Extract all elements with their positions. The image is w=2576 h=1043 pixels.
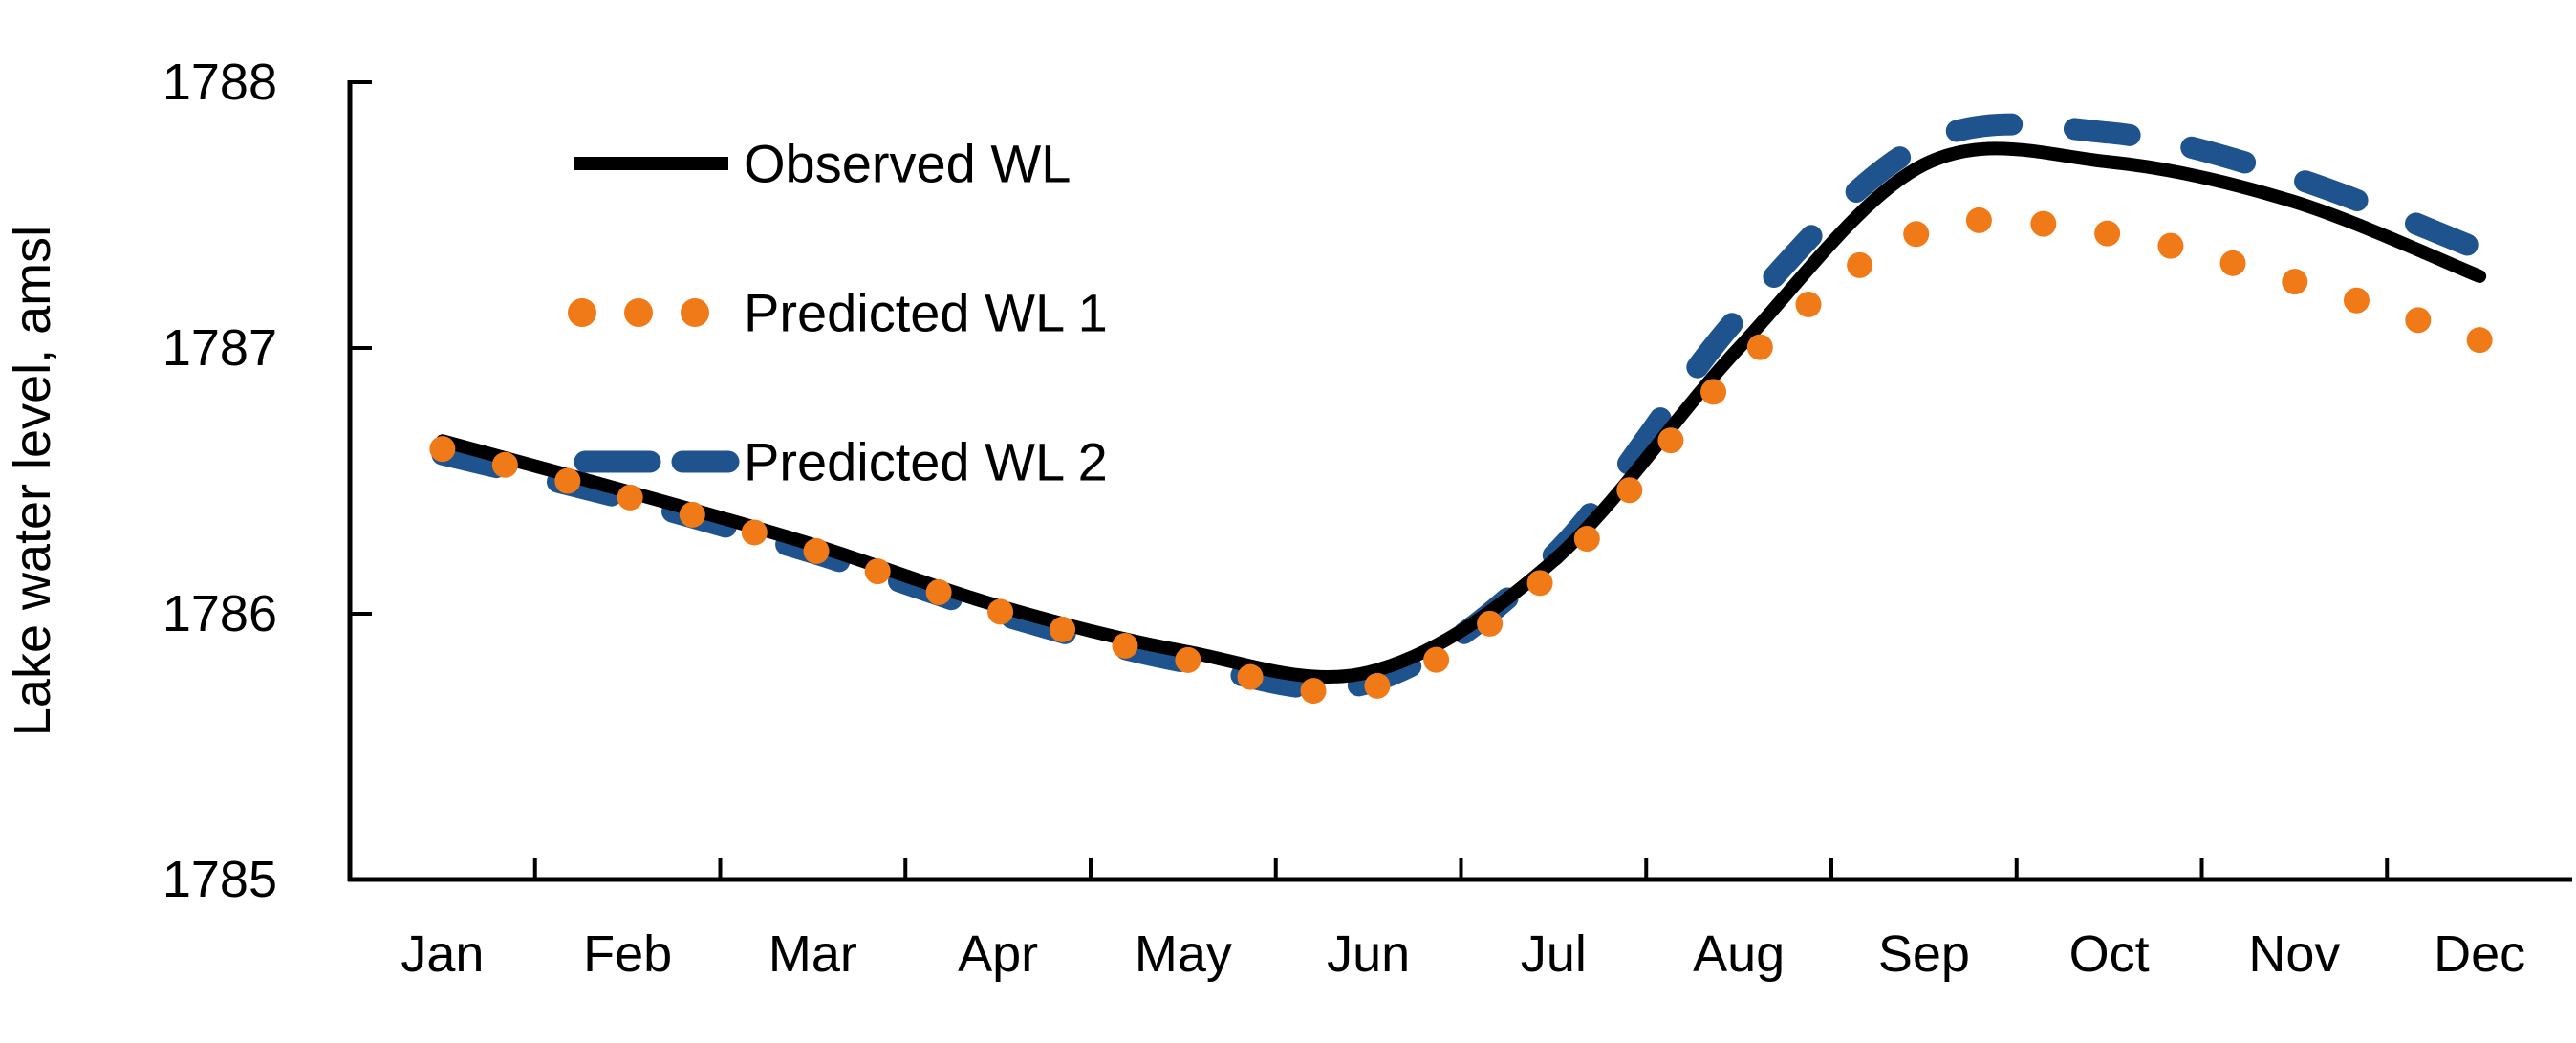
y-tick-label: 1788	[162, 54, 277, 111]
data-point-dot	[2219, 250, 2246, 276]
data-point-dot	[1112, 632, 1138, 659]
x-tick-label: Jul	[1521, 925, 1587, 983]
x-tick-label: Aug	[1693, 925, 1785, 983]
data-point-dot	[1300, 678, 1327, 705]
data-point-dot	[491, 451, 518, 478]
data-point-dot	[987, 598, 1014, 625]
x-tick-label: Sep	[1878, 925, 1970, 983]
legend-label: Predicted WL 1	[744, 283, 1108, 343]
data-point-dot	[925, 579, 952, 606]
data-point-dot	[1050, 616, 1076, 642]
series-predicted-wl-2	[431, 113, 2491, 700]
data-point-dot	[1423, 646, 1450, 673]
x-tick-label: Apr	[958, 925, 1038, 983]
y-axis-title: Lake water level, amsl	[4, 226, 61, 736]
data-point-dot	[1657, 427, 1684, 454]
data-point-dot	[1965, 206, 1992, 233]
data-point-dot	[429, 436, 456, 463]
y-tick-label: 1787	[162, 319, 277, 377]
x-tick-label: Nov	[2248, 925, 2340, 983]
data-point-dot	[1364, 672, 1391, 699]
data-point-dot	[1175, 646, 1201, 673]
data-point-dot	[2094, 220, 2121, 247]
legend-dot-sample	[624, 298, 653, 327]
data-point-dot	[554, 467, 581, 494]
legend-dot-sample	[681, 298, 709, 327]
data-point-dot	[1903, 221, 1930, 248]
x-tick-label: Jan	[400, 925, 484, 983]
data-point-dot	[2343, 287, 2370, 314]
x-tick-label: Feb	[583, 925, 672, 983]
legend-label: Observed WL	[744, 134, 1071, 194]
y-tick-label: 1785	[162, 851, 277, 908]
data-point-dot	[1477, 610, 1504, 637]
data-point-dot	[2157, 232, 2184, 259]
data-point-dot	[803, 537, 830, 564]
legend-label: Predicted WL 2	[744, 432, 1108, 492]
y-tick-labels: 1785 1786 1787 1788	[162, 54, 277, 908]
y-tick-label: 1786	[162, 585, 277, 642]
legend: Observed WL Predicted WL 1 Predicted WL 2	[568, 134, 1108, 492]
data-point-dot	[1526, 570, 1553, 597]
axes	[347, 80, 2572, 882]
data-point-dot	[1795, 291, 1822, 317]
data-point-dot	[2282, 269, 2308, 295]
data-point-dot	[1573, 526, 1600, 553]
x-tick-label: Dec	[2434, 925, 2525, 983]
data-point-dot	[679, 501, 705, 528]
x-tick-label: May	[1135, 925, 1232, 983]
data-point-dot	[1616, 477, 1643, 504]
series-observed-wl	[435, 141, 2487, 684]
data-point-dot	[1847, 251, 1873, 278]
data-point-dot	[741, 519, 768, 546]
legend-dot-sample	[568, 298, 596, 327]
data-point-dot	[2466, 327, 2493, 354]
x-tick-labels: Jan Feb Mar Apr May Jun Jul Aug Sep Oct Nov Dec	[400, 925, 2525, 983]
x-tick-label: Oct	[2069, 925, 2150, 983]
data-point-dot	[1237, 663, 1264, 690]
data-point-dot	[1700, 379, 1727, 405]
data-point-dot	[617, 484, 643, 511]
series-predicted-wl-1	[429, 206, 2493, 705]
data-point-dot	[2405, 307, 2432, 334]
data-point-dot	[2030, 210, 2057, 237]
data-point-dot	[864, 558, 891, 585]
data-point-dot	[1746, 334, 1773, 360]
x-tick-label: Jun	[1327, 925, 1410, 983]
x-tick-label: Mar	[768, 925, 857, 983]
